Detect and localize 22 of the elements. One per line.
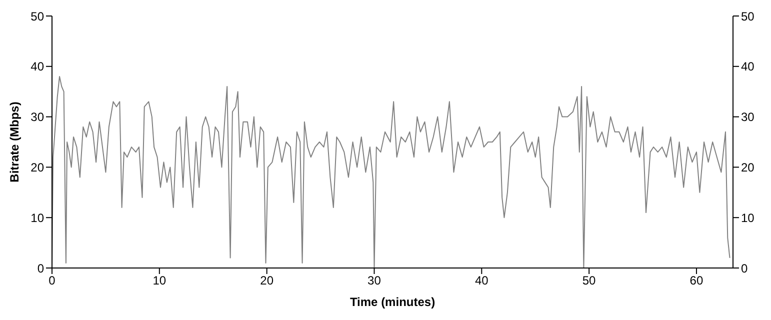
line-series <box>52 76 730 268</box>
y-tick-label: 40 <box>30 60 44 74</box>
x-tick-label: 50 <box>582 274 596 288</box>
y2-tick-label: 0 <box>741 261 748 276</box>
y-axis-title: Bitrate (Mbps) <box>7 102 22 182</box>
x-axis-title: Time (minutes) <box>350 295 436 309</box>
x-tick-label: 60 <box>690 274 704 288</box>
y2-tick-label: 20 <box>741 160 755 174</box>
y-tick-label: 20 <box>30 160 44 174</box>
x-tick-label: 0 <box>48 274 56 288</box>
y2-tick-label: 30 <box>741 110 755 124</box>
x-tick-label: 20 <box>260 274 274 288</box>
x-tick-label: 40 <box>474 274 489 288</box>
y2-tick-label: 40 <box>741 60 755 74</box>
y2-tick-label: 50 <box>741 9 755 24</box>
y-tick-label: 50 <box>30 9 44 24</box>
y-tick-label: 0 <box>37 261 44 276</box>
x-tick-label: 30 <box>368 274 382 288</box>
y2-tick-label: 10 <box>741 210 755 225</box>
x-tick-label: 10 <box>152 274 166 288</box>
y-tick-label: 30 <box>30 110 44 124</box>
y-tick-label: 10 <box>30 210 44 225</box>
